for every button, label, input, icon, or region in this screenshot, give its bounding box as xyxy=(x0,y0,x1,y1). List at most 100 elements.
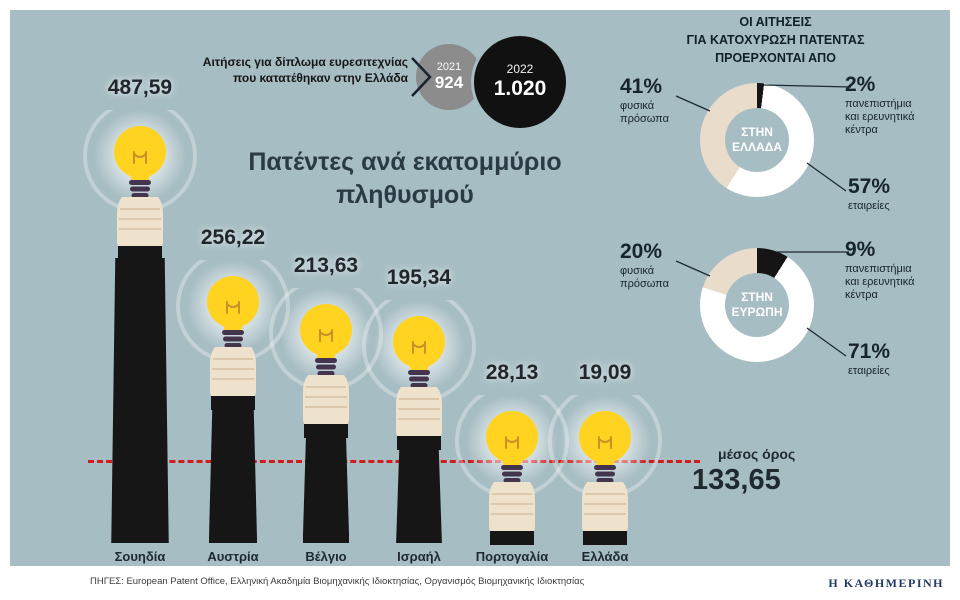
bulb-neck xyxy=(315,347,337,360)
bulb-glass xyxy=(207,276,259,329)
europe-universities-pct: 9% xyxy=(845,238,876,261)
bulb-filament xyxy=(505,436,519,449)
bulb-cap xyxy=(317,370,335,376)
europe-individuals-label: 20% φυσικά πρόσωπα xyxy=(620,240,700,291)
title-line-2: πληθυσμού xyxy=(336,180,474,209)
bulb-neck xyxy=(594,455,616,467)
hand xyxy=(489,482,535,534)
greece-individuals-label: 41% φυσικά πρόσωπα xyxy=(620,75,700,126)
value-label: 487,59 xyxy=(107,75,173,99)
arm-bar xyxy=(208,408,258,543)
bulb-cap xyxy=(223,336,243,342)
bulb-neck xyxy=(222,320,244,333)
lightbulb-in-hand-icon xyxy=(176,260,290,411)
hand-knuckles xyxy=(491,493,533,515)
donut-europe-center-label: ΣΤΗΝ ΕΥΡΩΠΗ xyxy=(725,273,789,337)
bulb-cap xyxy=(595,471,615,477)
lightbulb-in-hand-icon xyxy=(455,395,569,545)
bulb-neck xyxy=(408,359,430,372)
kathimerini-logo: Η ΚΑΘΗΜΕΡΙΝΗ xyxy=(828,576,944,590)
bulb-filament xyxy=(598,436,612,449)
hand-knuckles xyxy=(119,207,161,230)
europe-universities-text: πανεπιστήμια και ερευνητικά κέντρα xyxy=(845,263,915,302)
hand-knuckles xyxy=(212,358,254,381)
greece-individuals-text: φυσικά πρόσωπα xyxy=(620,100,669,126)
sleeve xyxy=(304,423,348,438)
bulb-glass xyxy=(486,411,538,463)
greece-individuals-pct: 41% xyxy=(620,75,663,98)
sleeve xyxy=(118,245,162,260)
donut-chart-europe: ΣΤΗΝ ΕΥΡΩΠΗ xyxy=(700,248,814,362)
bulb-cap xyxy=(316,364,336,370)
donut-chart-greece: ΣΤΗΝ ΕΛΛΑΔΑ xyxy=(700,83,814,197)
average-caption: μέσος όρος xyxy=(718,446,796,462)
hand-knuckles xyxy=(584,493,626,515)
bulb-cap xyxy=(410,382,428,388)
value-label: 19,09 xyxy=(578,361,632,384)
bulb-filament xyxy=(412,340,426,354)
donut-greece-center-label: ΣΤΗΝ ΕΛΛΑΔΑ xyxy=(725,108,789,172)
hand-knuckles xyxy=(305,385,347,408)
europe-individuals-pct: 20% xyxy=(620,240,663,263)
right-header-line-2: ΓΙΑ ΚΑΤΟΧΥΡΩΣΗ ΠΑΤΕΝΤΑΣ xyxy=(686,33,865,48)
arm-bar xyxy=(302,435,350,543)
bulb-cap xyxy=(408,369,430,375)
bulb-glass xyxy=(579,411,631,463)
hand xyxy=(210,347,256,400)
greece-universities-label: 2% πανεπιστήμια και ερευνητικά κέντρα xyxy=(845,73,923,138)
hand xyxy=(117,196,163,249)
sleeve xyxy=(490,531,534,545)
country-column: 195,34 Ισραήλ xyxy=(359,266,479,564)
country-label: Αυστρία xyxy=(207,548,259,564)
europe-universities-label: 9% πανεπιστήμια και ερευνητικά κέντρα xyxy=(845,238,923,303)
value-label: 256,22 xyxy=(200,226,266,250)
year-circle-2021: 2021 924 xyxy=(416,44,482,110)
year-circle-2022: 2022 1.020 xyxy=(474,36,566,128)
lightbulb-in-hand-icon xyxy=(83,109,197,260)
bulb-cap xyxy=(501,465,523,470)
europe-individuals-text: φυσικά πρόσωπα xyxy=(620,265,669,291)
europe-companies-label: 71% εταιρείες xyxy=(848,340,918,378)
bulb-cap xyxy=(503,478,521,483)
year-2022-label: 2022 xyxy=(506,62,534,77)
country-label: Πορτογαλία xyxy=(475,549,549,564)
hand xyxy=(396,386,442,439)
right-header-line-1: ΟΙ ΑΙΤΗΣΕΙΣ xyxy=(739,15,812,29)
value-label: 195,34 xyxy=(386,265,452,289)
greece-universities-pct: 2% xyxy=(845,73,876,96)
country-label: Ελλάδα xyxy=(581,549,629,564)
average-dashed-line xyxy=(88,460,700,463)
bulb-glass xyxy=(114,125,166,178)
patent-applications-note: Αιτήσεις για δίπλωμα ευρεσιτεχνίας που κ… xyxy=(180,54,408,86)
sources-line: ΠΗΓΕΣ: European Patent Office, Ελληνική … xyxy=(90,576,585,587)
bulb-cap xyxy=(129,179,151,185)
page-title: Πατέντες ανά εκατομμύριο πληθυσμού xyxy=(230,146,580,211)
arm-bar xyxy=(396,447,442,543)
average-value: 133,65 xyxy=(692,464,781,496)
europe-companies-pct: 71% xyxy=(848,340,891,363)
greece-companies-label: 57% εταιρείες xyxy=(848,175,918,213)
bulb-glass xyxy=(393,315,445,368)
bulb-filament xyxy=(226,301,240,315)
greece-companies-pct: 57% xyxy=(848,175,891,198)
year-2022-value: 1.020 xyxy=(493,76,547,100)
country-column: 19,09 Ελλάδα xyxy=(545,361,665,564)
bulb-cap xyxy=(315,357,337,363)
sleeve xyxy=(583,531,627,545)
bulb-cap xyxy=(596,478,614,483)
hand xyxy=(303,374,349,427)
sleeve xyxy=(211,396,255,411)
country-label: Ισραήλ xyxy=(397,548,441,564)
sleeve xyxy=(397,435,441,450)
lightbulb-in-hand-icon xyxy=(548,395,662,545)
bulb-filament xyxy=(133,150,147,164)
arm-bar xyxy=(111,257,169,543)
country-label: Σουηδία xyxy=(114,548,166,564)
bulb-cap xyxy=(130,186,150,192)
country-label: Βέλγιο xyxy=(305,548,347,564)
bulb-neck xyxy=(501,455,523,467)
value-label: 28,13 xyxy=(485,361,539,384)
lightbulb-in-hand-icon xyxy=(269,287,383,438)
